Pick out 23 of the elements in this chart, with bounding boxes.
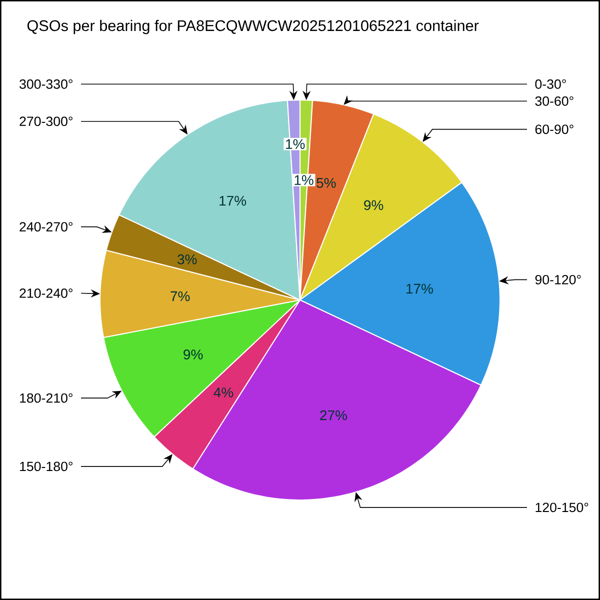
slice-label: 270-300°: [20, 116, 72, 126]
data-label: 17%: [220, 196, 246, 206]
data-label: 4%: [214, 388, 234, 398]
data-label: 1%: [286, 139, 305, 149]
slice-label: 210-240°: [20, 288, 72, 298]
slice-label: 240-270°: [20, 222, 72, 232]
data-label: 7%: [170, 291, 190, 302]
slice-label: 90-120°: [535, 274, 581, 284]
data-label: 3%: [177, 254, 197, 264]
chart-title: QSOs per bearing for PA8ECQWWCW20251201065221 container: [27, 20, 479, 34]
slice-label: 150-180°: [20, 462, 72, 472]
slice-label: 60-90°: [535, 124, 574, 134]
slice-label: 180-210°: [20, 393, 72, 403]
slice-label: 300-330°: [20, 79, 72, 89]
data-label: 17%: [406, 284, 433, 294]
slice-label: 120-150°: [536, 502, 588, 512]
data-label: 1%: [294, 175, 314, 185]
data-label: 5%: [316, 178, 336, 188]
slice-label: 30-60°: [535, 96, 574, 106]
data-label: 9%: [184, 350, 203, 360]
slice-label: 0-30°: [535, 79, 566, 89]
data-label: 9%: [364, 200, 384, 210]
data-label: 27%: [320, 410, 347, 420]
